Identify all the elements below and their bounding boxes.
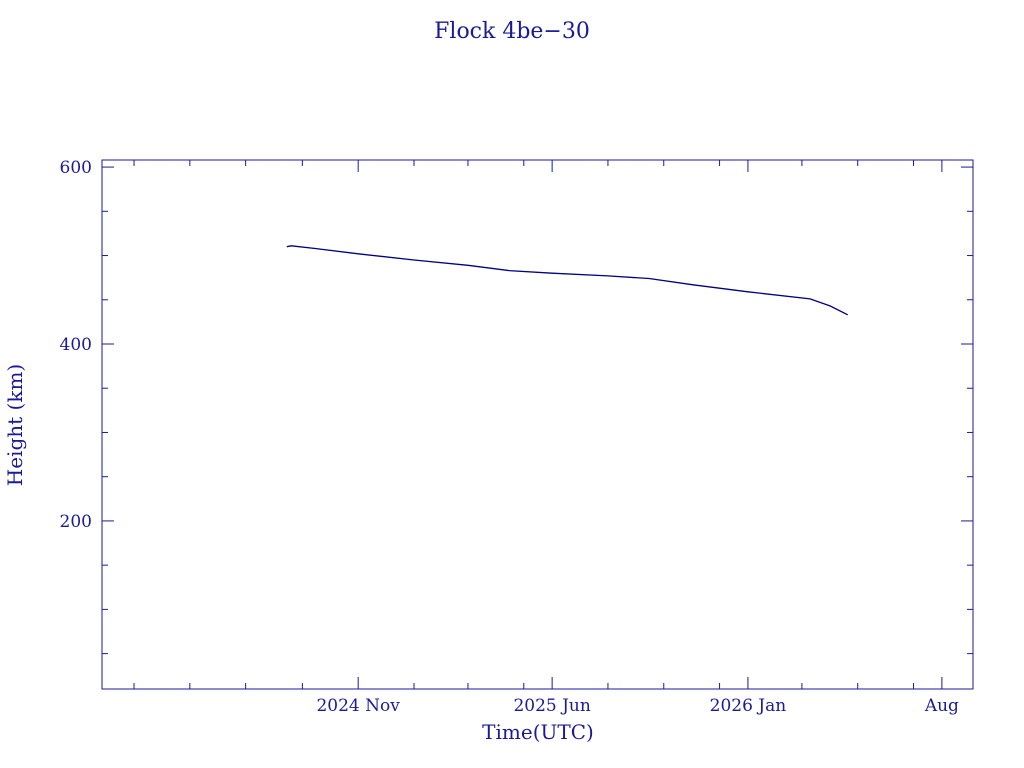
x-tick-label: 2025 Jun (513, 696, 590, 716)
x-tick-label: Aug (924, 696, 959, 716)
x-axis-label: Time(UTC) (482, 720, 594, 744)
y-tick-label: 600 (60, 158, 92, 178)
height-series-line (286, 245, 848, 316)
y-axis-label: Height (km) (3, 364, 27, 486)
chart-title: Flock 4be−30 (434, 19, 590, 44)
y-tick-label: 200 (60, 512, 92, 532)
x-tick-label: 2026 Jan (710, 696, 787, 716)
x-tick-label: 2024 Nov (316, 696, 400, 716)
tick-labels: 2024 Nov 2025 Jun 2026 Jan Aug 200 400 600 (60, 158, 960, 716)
axis-ticks (102, 160, 973, 689)
plot-frame (101, 159, 974, 690)
series-layer (286, 245, 848, 316)
y-tick-label: 400 (60, 335, 92, 355)
